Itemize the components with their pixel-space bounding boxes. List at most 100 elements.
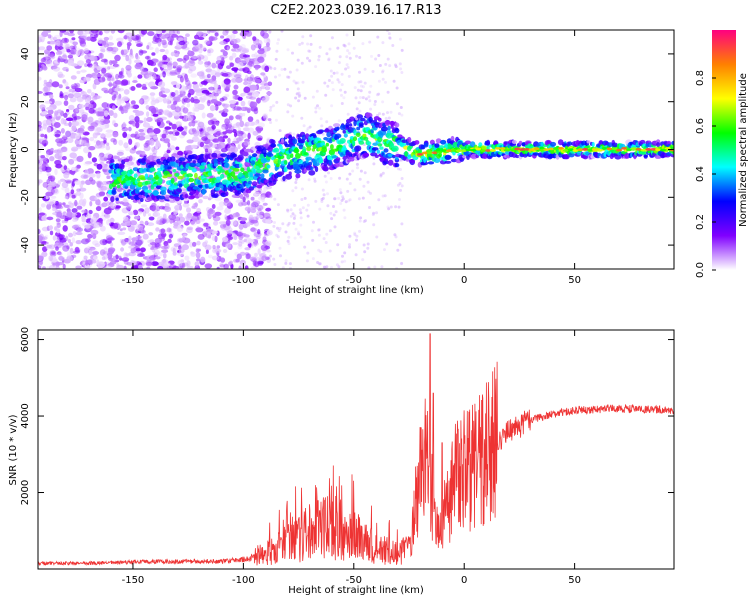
heatmap-cell [147,155,155,161]
heatmap-cell [249,172,254,178]
heatmap-cell [101,40,107,46]
heatmap-cell [115,197,119,201]
heatmap-cell [235,77,243,83]
heatmap-cell [38,143,44,149]
heatmap-cell [42,65,47,69]
heatmap-cell [250,219,259,224]
heatmap-cell [258,87,262,92]
heatmap-cell [161,30,167,34]
heatmap-cell [93,78,101,85]
heatmap-cell [277,38,280,42]
heatmap-cell [400,262,404,266]
heatmap-cell [245,237,252,244]
heatmap-cell [175,66,182,70]
heatmap-cell [142,122,150,128]
heatmap-cell [289,208,293,212]
heatmap-cell [528,148,535,152]
heatmap-cell [153,249,160,256]
heatmap-cell [260,244,269,251]
heatmap-cell [221,57,225,61]
heatmap-cell [214,104,219,111]
heatmap-cell [116,37,124,42]
heatmap-cell [232,43,240,49]
heatmap-cell [178,40,186,46]
heatmap-cell [101,102,109,109]
heatmap-cell [231,78,238,83]
heatmap-cell [232,107,236,112]
heatmap-cell [397,112,401,116]
heatmap-cell [269,121,273,124]
heatmap-cell [87,62,93,68]
heatmap-cell [196,71,205,77]
heatmap-cell [46,115,50,120]
heatmap-cell [219,54,228,59]
heatmap-cell [116,184,121,189]
heatmap-cell [202,55,209,62]
heatmap-cell [239,251,246,256]
heatmap-cell [279,144,283,151]
heatmap-cell [345,55,349,59]
heatmap-cell [286,48,290,52]
heatmap-cell [170,177,175,184]
heatmap-cell [355,234,359,238]
heatmap-cell [213,83,219,90]
heatmap-cell [446,149,453,153]
heatmap-cell [214,186,221,191]
heatmap-cell [87,151,92,159]
heatmap-cell [239,115,243,122]
heatmap-cell [358,177,362,181]
heatmap-cell [370,54,373,58]
heatmap-cell [76,188,81,192]
heatmap-cell [186,260,191,267]
heatmap-cell [328,47,332,51]
heatmap-cell [375,211,378,215]
heatmap-cell [155,185,162,190]
heatmap-cell [394,235,398,239]
heatmap-cell [216,89,222,95]
heatmap-cell [299,211,303,215]
heatmap-cell [165,49,169,55]
heatmap-cell [107,66,111,70]
heatmap-cell [220,153,228,158]
heatmap-cell [174,100,178,105]
heatmap-cell [325,52,329,56]
heatmap-cell [219,264,226,268]
heatmap-cell [143,117,147,124]
heatmap-cell [577,148,584,152]
heatmap-cell [330,36,334,40]
heatmap-cell [353,231,357,235]
heatmap-cell [156,117,164,123]
heatmap-cell [117,149,125,154]
heatmap-cell [342,96,346,100]
heatmap-cell [56,222,61,228]
heatmap-cell [316,104,319,108]
heatmap-cell [233,235,238,241]
heatmap-cell [504,148,511,152]
heatmap-cell [311,257,315,261]
heatmap-cell [196,125,202,130]
heatmap-cell [80,69,87,73]
heatmap-cell [228,168,232,173]
heatmap-cell [237,144,241,150]
heatmap-cell [81,114,88,121]
heatmap-cell [161,64,168,68]
heatmap-cell [146,117,153,122]
heatmap-cell [211,62,217,69]
heatmap-cell [68,88,77,93]
heatmap-cell [367,190,371,194]
heatmap-cell [111,50,117,55]
heatmap-cell [404,150,408,157]
heatmap-cell [303,196,307,200]
heatmap-cell [107,154,114,160]
heatmap-cell [358,96,362,99]
heatmap-cell [339,88,343,92]
heatmap-cell [359,84,363,88]
heatmap-cell [343,216,347,220]
heatmap-cell [83,255,88,260]
heatmap-cell [293,214,297,218]
heatmap-cell [296,81,300,85]
heatmap-cell [94,143,103,149]
snr-series-line [38,333,674,566]
heatmap-cell [260,85,266,90]
heatmap-cell [337,119,341,123]
